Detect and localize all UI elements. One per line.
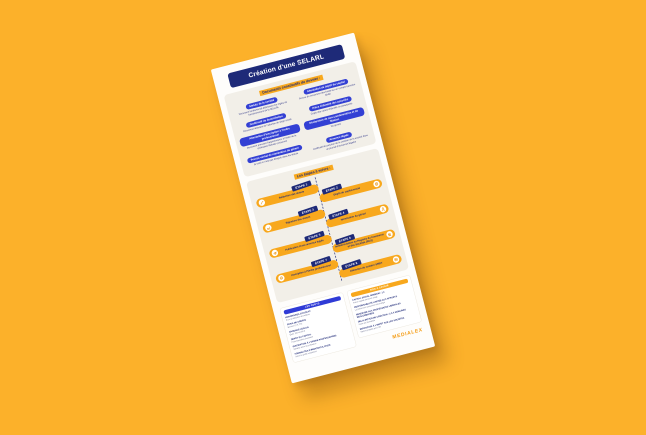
step-4-pill: Nomination du gérant <box>325 203 390 229</box>
step-5-pill: Publication d'une annonce légale <box>268 233 333 259</box>
step-1-pill: Rédaction des statuts <box>255 183 320 209</box>
step-7: ÉTAPE 7 Inscription à l'Ordre profession… <box>274 255 340 284</box>
steps-panel: Les étapes à suivre : ÉTAPE 1 Rédaction … <box>246 147 410 304</box>
infographic-flyer: Création d'une SELARL Documents constitu… <box>210 32 436 384</box>
step-3: ÉTAPE 3 Signature des statuts <box>261 205 327 234</box>
step-8-pill: Obtention du numéro SIRET <box>338 253 403 279</box>
pen-icon <box>257 198 266 207</box>
step-1: ÉTAPE 1 Rédaction des statuts <box>255 180 320 209</box>
person-icon <box>379 205 387 213</box>
step-3-pill: Signature des statuts <box>261 208 327 234</box>
bank-icon <box>372 180 381 188</box>
megaphone-icon <box>270 249 279 257</box>
document-icon <box>392 255 400 264</box>
step-2: ÉTAPE 2 Dépôt du capital social <box>318 178 383 203</box>
badge-icon <box>277 274 286 282</box>
step-2-pill: Dépôt du capital social <box>318 178 383 203</box>
step-6-pill: Immatriculation au Registre du Commerce … <box>331 228 396 254</box>
step-5: ÉTAPE 5 Publication d'une annonce légale <box>268 230 333 259</box>
steps-timeline: ÉTAPE 1 Rédaction des statuts ÉTAPE 2 <box>253 162 403 297</box>
step-4: ÉTAPE 4 Nomination du gérant <box>325 203 390 229</box>
building-icon <box>385 230 394 239</box>
step-7-pill: Inscription à l'Ordre professionnel <box>274 259 340 284</box>
signature-icon <box>264 223 273 232</box>
step-8: ÉTAPE 8 Obtention du numéro SIRET <box>338 253 403 279</box>
step-6: ÉTAPE 6 Immatriculation au Registre du C… <box>331 228 396 254</box>
costs-box: LES COÛTS HONORAIRES D'AVOCAT Pour la ré… <box>279 291 357 363</box>
